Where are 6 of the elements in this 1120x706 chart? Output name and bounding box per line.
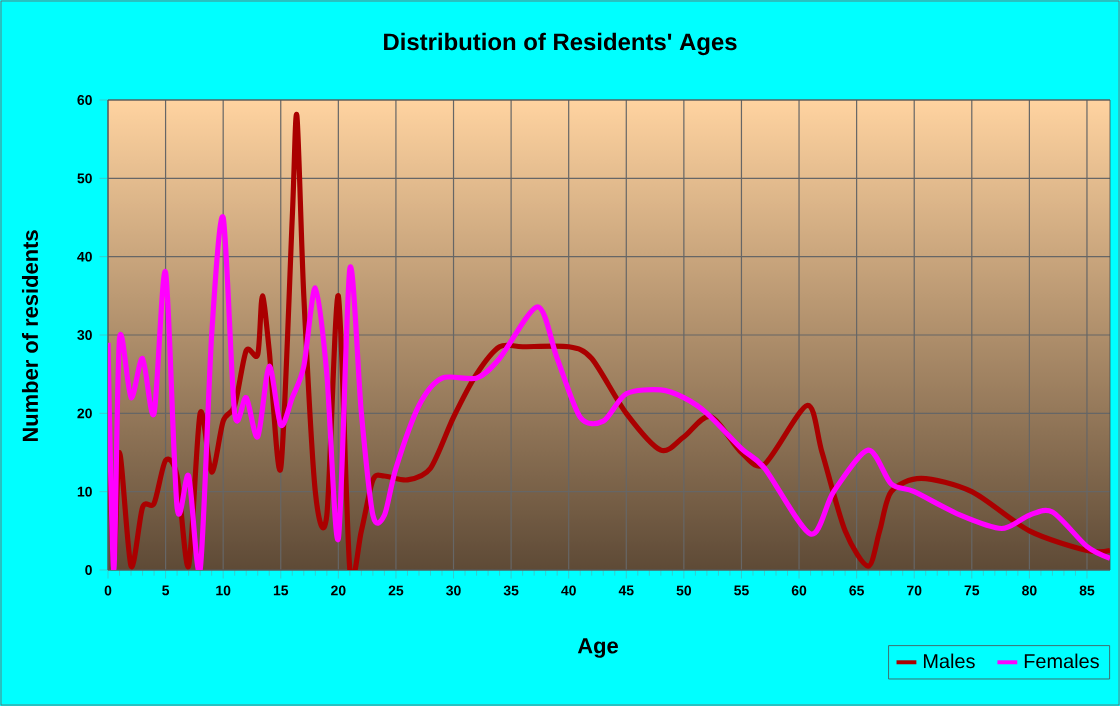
y-axis-title: Number of residents: [21, 230, 39, 442]
legend-label: Females: [1024, 653, 1099, 669]
line-series: [108, 214, 1111, 570]
chart-title: Distribution of Residents' Ages: [384, 32, 737, 56]
legend-label: Males: [923, 653, 975, 669]
x-axis-title: Age: [577, 638, 618, 658]
